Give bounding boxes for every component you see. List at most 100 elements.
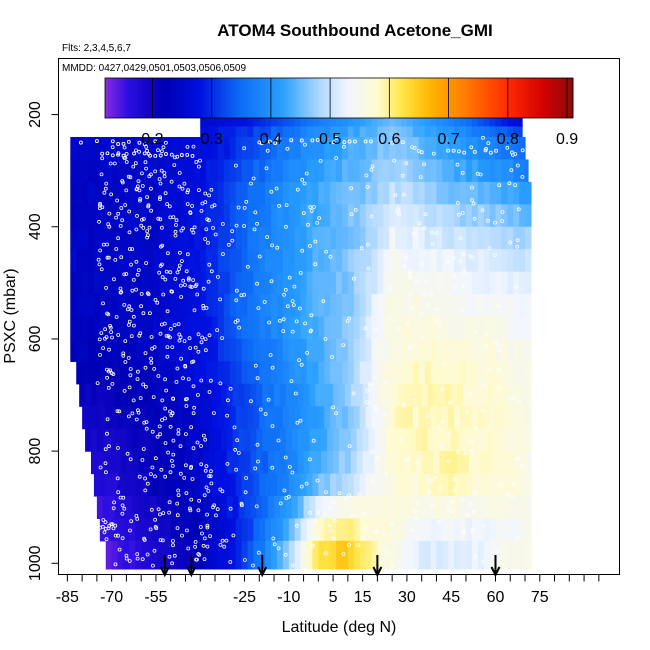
sample-point bbox=[141, 217, 146, 221]
sample-point bbox=[515, 163, 520, 168]
colorbar-segment bbox=[388, 78, 393, 118]
heatmap-cell bbox=[271, 406, 278, 430]
heatmap-cell bbox=[194, 473, 201, 497]
sample-point bbox=[270, 465, 275, 470]
heatmap-cell bbox=[412, 473, 420, 497]
heatmap-cell bbox=[217, 518, 225, 542]
heatmap-cell bbox=[129, 473, 136, 497]
heatmap-cell bbox=[167, 383, 175, 407]
sample-point bbox=[496, 556, 500, 561]
heatmap-cell bbox=[377, 226, 384, 250]
heatmap-cell bbox=[418, 540, 426, 570]
heatmap-cell bbox=[303, 428, 311, 452]
sample-point bbox=[208, 378, 213, 383]
heatmap-cell bbox=[507, 226, 514, 250]
heatmap-cell bbox=[477, 204, 485, 228]
colorbar-segment bbox=[359, 78, 363, 118]
heatmap-cell bbox=[477, 226, 485, 250]
sample-point bbox=[480, 559, 485, 564]
sample-point bbox=[126, 174, 131, 179]
heatmap-cell bbox=[170, 159, 178, 183]
heatmap-cell bbox=[164, 518, 172, 542]
sample-point bbox=[423, 212, 428, 217]
heatmap-cell bbox=[383, 137, 390, 161]
sample-point bbox=[334, 135, 339, 140]
heatmap-cell bbox=[330, 181, 337, 205]
sample-point bbox=[156, 216, 161, 221]
heatmap-cell bbox=[288, 518, 296, 542]
heatmap-cell bbox=[483, 518, 491, 542]
heatmap-cell bbox=[454, 338, 461, 362]
heatmap-cell bbox=[368, 451, 376, 475]
sample-point bbox=[493, 220, 498, 225]
sample-point bbox=[107, 524, 112, 528]
heatmap-cell bbox=[477, 316, 485, 340]
heatmap-cell bbox=[194, 406, 201, 430]
sample-point bbox=[101, 301, 105, 306]
sample-point bbox=[178, 283, 183, 288]
heatmap-cell bbox=[341, 249, 349, 273]
sample-point bbox=[190, 204, 195, 208]
sample-point bbox=[176, 428, 181, 432]
heatmap-cell bbox=[336, 406, 343, 430]
sample-point bbox=[110, 145, 115, 150]
colorbar-segment bbox=[479, 78, 483, 118]
sample-point bbox=[190, 477, 195, 481]
sample-point bbox=[134, 148, 138, 153]
heatmap-cell bbox=[324, 204, 331, 228]
colorbar-segment bbox=[356, 78, 360, 118]
heatmap-cell bbox=[401, 406, 408, 430]
heatmap-cell bbox=[182, 406, 190, 430]
colorbar-segment bbox=[546, 78, 551, 118]
sample-point bbox=[465, 410, 469, 415]
heatmap-cell bbox=[306, 271, 314, 295]
heatmap-cell bbox=[206, 316, 213, 340]
heatmap-cell bbox=[339, 495, 346, 520]
sample-point bbox=[111, 526, 116, 531]
heatmap-cell bbox=[223, 294, 231, 318]
colorbar-segment bbox=[195, 78, 200, 118]
colorbar-segment bbox=[315, 78, 320, 118]
heatmap-cell bbox=[395, 137, 402, 161]
heatmap-cell bbox=[312, 226, 319, 250]
heatmap-cell bbox=[182, 159, 190, 183]
sample-point bbox=[410, 528, 415, 533]
sample-point bbox=[490, 552, 495, 557]
sample-point bbox=[195, 440, 200, 445]
sample-point bbox=[186, 277, 191, 282]
heatmap-cell bbox=[123, 181, 130, 205]
sample-point bbox=[145, 148, 149, 153]
heatmap-cell bbox=[294, 271, 302, 295]
colorbar-segment bbox=[125, 78, 129, 118]
sample-point bbox=[434, 231, 439, 235]
heatmap-cell bbox=[483, 159, 491, 183]
colorbar-segment bbox=[458, 78, 463, 118]
sample-point bbox=[129, 519, 134, 524]
heatmap-cell bbox=[265, 316, 272, 340]
heatmap-cell bbox=[336, 125, 343, 138]
sample-point bbox=[496, 342, 501, 347]
heatmap-cell bbox=[294, 249, 302, 273]
heatmap-cell bbox=[99, 316, 107, 340]
heatmap-cell bbox=[442, 137, 449, 161]
heatmap-cell bbox=[229, 540, 237, 570]
heatmap-cell bbox=[220, 451, 228, 475]
sample-point bbox=[164, 152, 168, 156]
heatmap-cell bbox=[347, 540, 355, 570]
sample-point bbox=[207, 333, 212, 338]
heatmap-cell bbox=[300, 338, 308, 362]
sample-point bbox=[184, 491, 189, 496]
heatmap-cell bbox=[235, 271, 243, 295]
sample-point bbox=[169, 179, 174, 184]
colorbar-segment bbox=[564, 78, 568, 118]
heatmap-cell bbox=[182, 294, 190, 318]
heatmap-cell bbox=[489, 518, 497, 542]
sample-point bbox=[228, 506, 233, 511]
heatmap-cell bbox=[324, 473, 331, 497]
sample-point bbox=[171, 396, 175, 401]
sample-point bbox=[323, 551, 328, 556]
sample-point bbox=[170, 561, 175, 566]
heatmap-cell bbox=[389, 361, 396, 385]
heatmap-cell bbox=[406, 316, 414, 340]
colorbar-segment bbox=[254, 78, 258, 118]
